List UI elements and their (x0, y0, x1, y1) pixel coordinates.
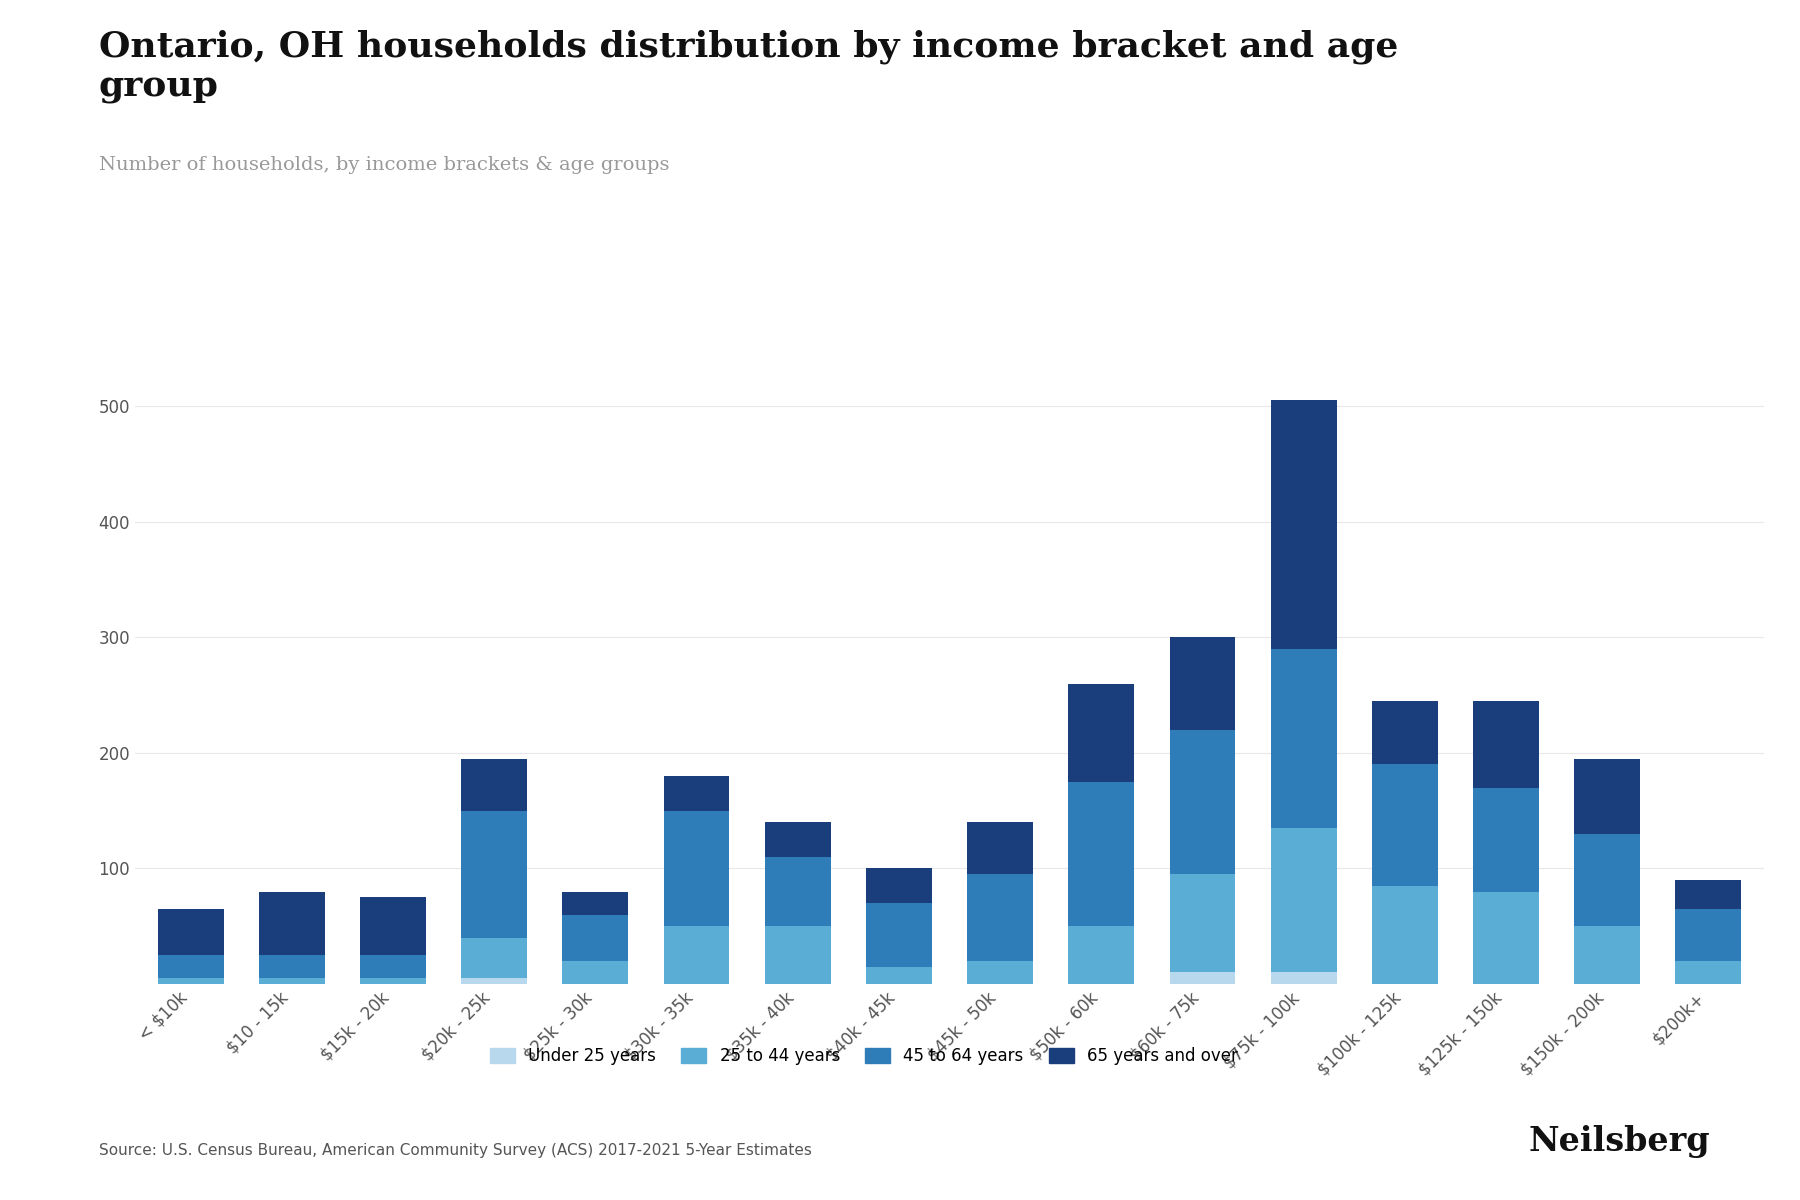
Bar (967, 822, 1033, 875)
Bar (158, 978, 223, 984)
Bar (1676, 961, 1741, 984)
Bar (664, 776, 729, 811)
Bar (1271, 401, 1337, 649)
Bar (461, 811, 527, 937)
Bar (866, 904, 932, 967)
Bar (562, 892, 628, 914)
Legend: Under 25 years, 25 to 44 years, 45 to 64 years, 65 years and over: Under 25 years, 25 to 44 years, 45 to 64… (484, 1040, 1244, 1072)
Text: Number of households, by income brackets & age groups: Number of households, by income brackets… (99, 156, 670, 174)
Bar (765, 857, 830, 926)
Bar (259, 892, 324, 955)
Bar (866, 967, 932, 984)
Bar (259, 978, 324, 984)
Bar (765, 822, 830, 857)
Bar (1271, 649, 1337, 828)
Bar (1472, 701, 1539, 787)
Bar (1472, 892, 1539, 984)
Bar (360, 898, 427, 955)
Bar (1170, 875, 1235, 972)
Bar (1676, 880, 1741, 908)
Bar (866, 869, 932, 904)
Bar (1271, 828, 1337, 972)
Bar (1271, 972, 1337, 984)
Bar (1069, 781, 1134, 926)
Bar (664, 811, 729, 926)
Bar (461, 758, 527, 811)
Bar (1372, 886, 1438, 984)
Bar (562, 961, 628, 984)
Bar (1472, 787, 1539, 892)
Bar (1170, 637, 1235, 730)
Bar (158, 908, 223, 955)
Bar (1676, 908, 1741, 961)
Bar (1575, 834, 1640, 926)
Bar (1170, 730, 1235, 875)
Bar (1069, 684, 1134, 781)
Bar (664, 926, 729, 984)
Text: Source: U.S. Census Bureau, American Community Survey (ACS) 2017-2021 5-Year Est: Source: U.S. Census Bureau, American Com… (99, 1142, 812, 1158)
Bar (158, 955, 223, 978)
Bar (1372, 764, 1438, 886)
Text: Neilsberg: Neilsberg (1528, 1126, 1710, 1158)
Bar (360, 955, 427, 978)
Bar (259, 955, 324, 978)
Bar (1170, 972, 1235, 984)
Bar (562, 914, 628, 961)
Bar (765, 926, 830, 984)
Bar (360, 978, 427, 984)
Bar (461, 937, 527, 978)
Bar (461, 978, 527, 984)
Bar (1575, 758, 1640, 834)
Bar (1372, 701, 1438, 764)
Text: Ontario, OH households distribution by income bracket and age
group: Ontario, OH households distribution by i… (99, 30, 1399, 104)
Bar (1069, 926, 1134, 984)
Bar (967, 875, 1033, 961)
Bar (1575, 926, 1640, 984)
Bar (967, 961, 1033, 984)
